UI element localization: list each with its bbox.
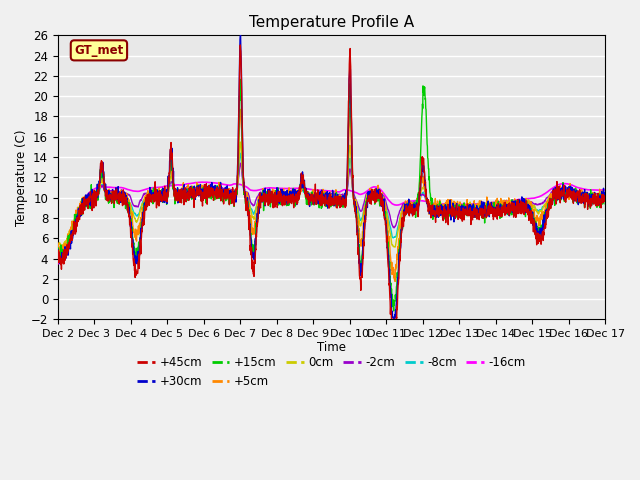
- Legend: +45cm, +30cm, +15cm, +5cm, 0cm, -2cm, -8cm, -16cm: +45cm, +30cm, +15cm, +5cm, 0cm, -2cm, -8…: [132, 352, 531, 393]
- Text: GT_met: GT_met: [74, 44, 124, 57]
- X-axis label: Time: Time: [317, 340, 346, 354]
- Y-axis label: Temperature (C): Temperature (C): [15, 129, 28, 226]
- Title: Temperature Profile A: Temperature Profile A: [249, 15, 414, 30]
